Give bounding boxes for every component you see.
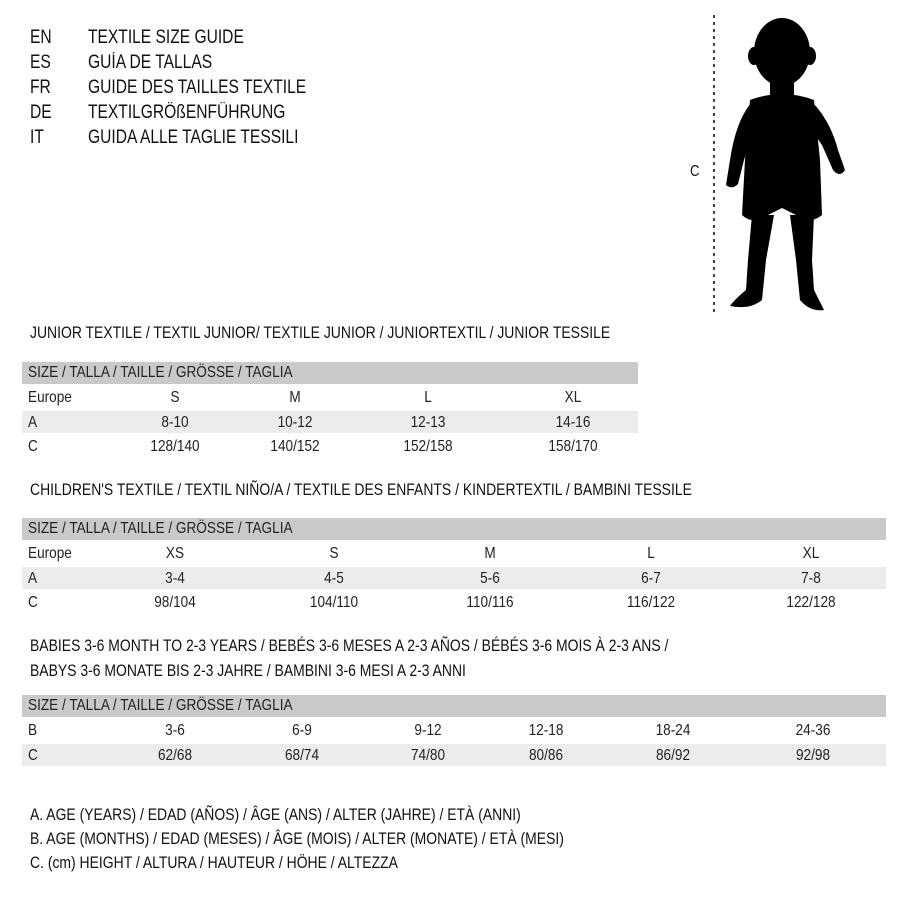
babies-title-line1: BABIES 3-6 MONTH TO 2-3 YEARS / BEBÉS 3-… [30, 636, 669, 655]
table-cell: 122/128 [786, 594, 836, 611]
table-cell: 110/116 [466, 594, 514, 611]
table-cell: 7-8 [801, 569, 821, 587]
language-title: GUIDE DES TAILLES TEXTILE [88, 77, 307, 98]
table-cell: 158/170 [548, 438, 598, 455]
table-cell: 8-10 [161, 413, 189, 431]
row-label: B [28, 722, 38, 739]
table-cell: L [424, 389, 432, 406]
babies-size-header-label: SIZE / TALLA / TAILLE / GRÖSSE / TAGLIA [28, 697, 293, 714]
row-label: C [28, 594, 38, 611]
language-title: TEXTILGRÖßENFÜHRUNG [88, 102, 286, 123]
table-cell: 116/122 [626, 594, 676, 611]
table-cell: 92/98 [795, 746, 831, 764]
table-cell: 3-4 [165, 569, 185, 587]
language-code: DE [30, 102, 52, 123]
table-cell: 14-16 [555, 413, 591, 431]
table-cell: XL [802, 545, 820, 562]
legend-item: B. AGE (MONTHS) / EDAD (MESES) / ÂGE (MO… [30, 829, 564, 848]
children-size-header-label: SIZE / TALLA / TAILLE / GRÖSSE / TAGLIA [28, 520, 293, 537]
table-cell: 62/68 [157, 746, 193, 764]
table-cell: 5-6 [480, 569, 500, 587]
table-cell: 80/86 [528, 746, 564, 764]
language-code: FR [30, 77, 51, 98]
table-cell: 98/104 [154, 594, 196, 611]
table-cell: L [647, 545, 655, 562]
child-silhouette-figure [713, 15, 845, 312]
language-title: TEXTILE SIZE GUIDE [88, 27, 244, 48]
row-shade [22, 744, 886, 766]
babies-size-header [22, 695, 886, 717]
table-cell: 18-24 [655, 722, 691, 739]
table-cell: 12-18 [528, 722, 564, 739]
table-cell: 140/152 [270, 438, 320, 455]
row-label: Europe [28, 389, 72, 406]
table-cell: S [170, 389, 180, 406]
junior-size-header-label: SIZE / TALLA / TAILLE / GRÖSSE / TAGLIA [28, 364, 293, 381]
table-cell: 10-12 [277, 413, 313, 431]
row-label: A [28, 569, 38, 587]
table-cell: 6-9 [292, 722, 312, 739]
table-cell: 24-36 [795, 722, 831, 739]
table-cell: 12-13 [410, 413, 446, 431]
language-code: ES [30, 52, 51, 73]
table-cell: 9-12 [414, 722, 442, 739]
language-code: EN [30, 27, 52, 48]
children-size-header [22, 518, 886, 540]
table-cell: M [484, 545, 496, 562]
row-label: C [28, 438, 38, 455]
table-cell: 104/110 [309, 594, 359, 611]
row-shade [22, 567, 886, 589]
legend-item: C. (cm) HEIGHT / ALTURA / HAUTEUR / HÖHE… [30, 853, 398, 872]
language-title: GUIDA ALLE TAGLIE TESSILI [88, 127, 299, 148]
junior-title: JUNIOR TEXTILE / TEXTIL JUNIOR/ TEXTILE … [30, 323, 611, 342]
child-silhouette-icon [726, 18, 845, 311]
table-cell: M [289, 389, 301, 406]
language-title: GUÍA DE TALLAS [88, 52, 213, 73]
table-cell: S [329, 545, 339, 562]
legend-item: A. AGE (YEARS) / EDAD (AÑOS) / ÂGE (ANS)… [30, 805, 521, 824]
table-cell: 3-6 [165, 722, 185, 739]
children-title: CHILDREN'S TEXTILE / TEXTIL NIÑO/A / TEX… [30, 480, 692, 499]
table-cell: XL [564, 389, 582, 406]
table-cell: 152/158 [403, 438, 453, 455]
table-cell: 4-5 [324, 569, 344, 587]
table-cell: XS [165, 545, 185, 562]
table-cell: 6-7 [641, 569, 661, 587]
row-shade [22, 411, 638, 433]
table-cell: 128/140 [150, 438, 200, 455]
row-label: Europe [28, 545, 72, 562]
junior-size-header [22, 362, 638, 384]
height-label-c: C [690, 163, 700, 180]
table-cell: 68/74 [284, 746, 320, 764]
language-code: IT [30, 127, 44, 148]
table-cell: 86/92 [655, 746, 691, 764]
row-label: C [28, 746, 38, 764]
row-label: A [28, 413, 38, 431]
babies-title-line2: BABYS 3-6 MONATE BIS 2-3 JAHRE / BAMBINI… [30, 661, 466, 680]
table-cell: 74/80 [410, 746, 446, 764]
